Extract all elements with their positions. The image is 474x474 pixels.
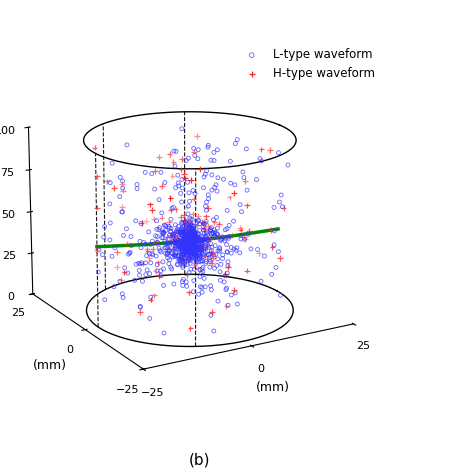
X-axis label: (mm): (mm): [256, 382, 290, 394]
Text: (b): (b): [188, 453, 210, 467]
Y-axis label: (mm): (mm): [33, 359, 67, 372]
Legend: L-type waveform, H-type waveform: L-type waveform, H-type waveform: [235, 44, 380, 85]
